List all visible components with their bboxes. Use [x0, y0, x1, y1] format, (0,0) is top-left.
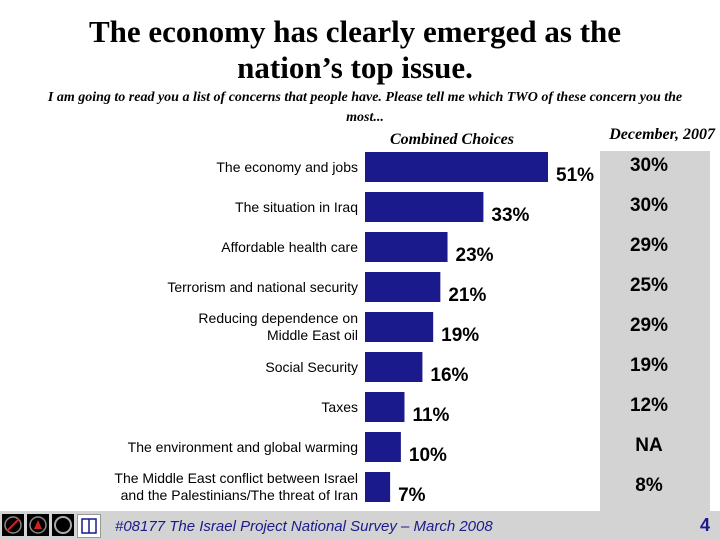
survey-question: I am going to read you a list of concern… — [47, 90, 683, 125]
dec-2007-label-2: 29% — [630, 235, 668, 256]
bar-3 — [365, 272, 441, 302]
december-2007-header: December, 2007 — [609, 126, 715, 143]
value-label-1: 33% — [491, 205, 529, 226]
category-label-0: The economy and jobs — [216, 159, 358, 175]
footer-bar — [0, 511, 720, 540]
dec-2007-label-1: 30% — [630, 195, 668, 216]
dec-2007-label-0: 30% — [630, 155, 668, 176]
category-label-2: Affordable health care — [221, 239, 358, 255]
bar-6 — [365, 392, 405, 422]
value-label-3: 21% — [448, 285, 486, 306]
logo-eb-icon — [77, 514, 101, 538]
page-title: The economy has clearly emerged as the n… — [0, 14, 710, 86]
dec-2007-label-7: NA — [635, 435, 663, 456]
value-label-7: 10% — [409, 445, 447, 466]
bar-0 — [365, 152, 548, 182]
combined-choices-header: Combined Choices — [389, 131, 514, 148]
value-label-5: 16% — [430, 365, 468, 386]
category-label-8-line-1: and the Palestinians/The threat of Iran — [121, 487, 358, 503]
page-number: 4 — [699, 515, 710, 535]
bar-8 — [365, 472, 391, 502]
title-line-1: The economy has clearly emerged as the — [88, 14, 622, 49]
logo-circle-icon — [52, 514, 74, 536]
category-label-6: Taxes — [321, 399, 358, 415]
title-line-2: nation’s top issue. — [237, 50, 473, 85]
value-label-4: 19% — [441, 325, 479, 346]
category-label-1: The situation in Iraq — [235, 199, 358, 215]
value-label-6: 11% — [412, 405, 449, 426]
bar-5 — [365, 352, 423, 382]
category-label-4-line-0: Reducing dependence on — [198, 310, 358, 326]
dec-2007-label-6: 12% — [630, 395, 668, 416]
category-label-8-line-0: The Middle East conflict between Israel — [114, 470, 358, 486]
bar-1 — [365, 192, 484, 222]
bar-2 — [365, 232, 448, 262]
category-label-3: Terrorism and national security — [167, 279, 358, 295]
dec-2007-label-4: 29% — [630, 315, 668, 336]
logo-star-icon — [27, 514, 49, 536]
dec-2007-label-8: 8% — [635, 475, 663, 496]
category-label-7: The environment and global warming — [128, 439, 358, 455]
value-label-2: 23% — [456, 245, 494, 266]
dec-2007-label-3: 25% — [630, 275, 668, 296]
bar-4 — [365, 312, 434, 342]
december-column-panel — [600, 151, 710, 517]
category-label-4-line-1: Middle East oil — [267, 327, 358, 343]
category-label-5: Social Security — [265, 359, 358, 375]
value-label-0: 51% — [556, 165, 594, 186]
bar-7 — [365, 432, 401, 462]
dec-2007-label-5: 19% — [630, 355, 668, 376]
value-label-8: 7% — [398, 485, 426, 506]
logo-ring-icon — [2, 514, 24, 536]
footer-source: #08177 The Israel Project National Surve… — [115, 518, 493, 535]
